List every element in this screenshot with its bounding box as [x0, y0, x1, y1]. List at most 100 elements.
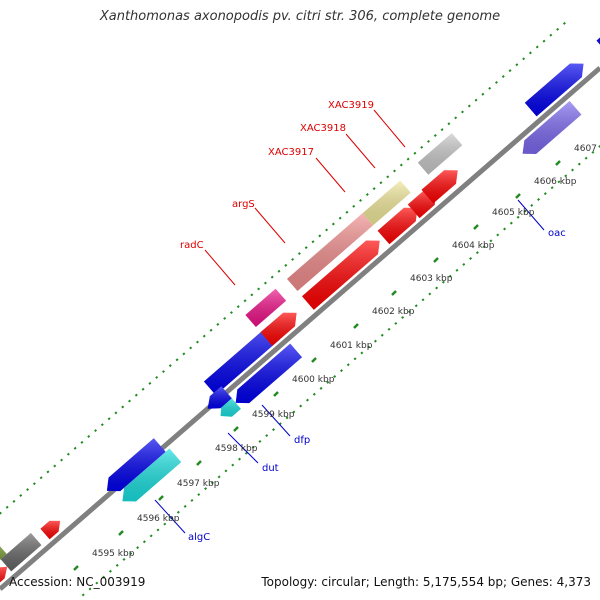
leader-line [227, 432, 259, 464]
gene-label[interactable]: XAC3918 [300, 123, 346, 134]
feature-blue-dfp[interactable] [235, 343, 302, 404]
feature-red-argS-lower[interactable] [302, 240, 380, 310]
tick-dot [304, 246, 308, 250]
tick-dot [224, 469, 228, 473]
feature-red-small[interactable] [40, 520, 61, 540]
tick-dot [209, 328, 213, 332]
tick-dot [333, 375, 337, 379]
leader-line [254, 207, 286, 244]
feature-cyan-algC[interactable] [122, 448, 182, 502]
tick-dot [148, 381, 152, 385]
feature-pink-argS[interactable] [287, 213, 373, 291]
feature-blue-upper[interactable] [203, 325, 282, 396]
tick-dot [474, 98, 478, 102]
tick-dot [32, 482, 36, 486]
tick-dot [537, 198, 541, 201]
map-title: Xanthomonas axonopodis pv. citri str. 30… [99, 9, 501, 24]
feature-magenta-radC[interactable] [245, 288, 287, 327]
tick-dot [136, 546, 140, 550]
backbone-line [0, 66, 600, 591]
tick-dot [542, 39, 546, 43]
tick-dot [345, 210, 349, 214]
gene-label[interactable]: argS [232, 199, 255, 210]
tick-dot [272, 428, 275, 432]
tick-dot [73, 446, 77, 450]
tick-dot [501, 75, 505, 78]
feature-red-far-left[interactable] [0, 566, 8, 588]
tick-dot [46, 470, 50, 474]
tick-dot [100, 423, 104, 427]
gene-label[interactable]: XAC3919 [328, 100, 374, 111]
tick-label: 4603 kbp [410, 274, 453, 284]
tick-dot [12, 499, 16, 503]
feature-olive-left[interactable] [0, 542, 7, 573]
tick-dot [543, 192, 547, 196]
gene-label[interactable]: algC [188, 532, 210, 543]
tick-label: 4606 kbp [534, 177, 577, 187]
tick-dot [394, 321, 398, 325]
leader-line [154, 499, 186, 534]
feature-red-radC-lower[interactable] [260, 312, 297, 346]
gene-label[interactable]: radC [180, 240, 204, 251]
gene-label[interactable]: dut [262, 463, 279, 474]
tick-dot [94, 429, 98, 433]
tick-dot [129, 552, 133, 556]
gene-label[interactable]: dfp [294, 435, 310, 446]
major-tick [311, 357, 317, 363]
tick-dot [338, 216, 342, 220]
tick-dot [522, 57, 526, 61]
major-tick [273, 391, 279, 397]
tick-dot [26, 488, 30, 492]
feature-red-3919[interactable] [421, 170, 458, 204]
tick-dot [469, 257, 473, 260]
feature-blue-oac[interactable] [524, 63, 584, 117]
gene-label[interactable]: oac [548, 228, 566, 239]
tick-dot [95, 581, 99, 585]
tick-dot [584, 156, 588, 160]
feature-yellow-3917[interactable] [362, 180, 411, 226]
tick-dot [326, 380, 330, 384]
feature-blue-right[interactable] [596, 1, 600, 54]
tick-dot [270, 275, 274, 279]
tick-dot [420, 145, 424, 149]
tick-dot [202, 334, 206, 338]
tick-dot [278, 422, 282, 426]
tick-dot [577, 162, 581, 166]
tick-dot [258, 439, 262, 443]
feature-blue-small[interactable] [207, 386, 232, 409]
tick-dot [475, 251, 479, 255]
tick-dot [285, 416, 289, 420]
major-tick [118, 530, 124, 536]
leader-line [345, 133, 376, 169]
tick-dot [291, 257, 295, 261]
tick-dot [102, 575, 106, 579]
feature-grey-left[interactable] [0, 533, 42, 572]
tick-dot [339, 369, 343, 373]
leader-line [261, 404, 291, 437]
feature-slate-oac[interactable] [522, 101, 582, 154]
tick-dot [367, 345, 371, 349]
tick-dot [530, 203, 534, 207]
tick-dot [311, 240, 315, 244]
tick-dot [346, 363, 350, 367]
tick-dot [428, 292, 432, 296]
major-tick [433, 257, 439, 263]
tick-dot [496, 233, 500, 237]
feature-red-3917[interactable] [377, 207, 418, 245]
tick-dot [197, 493, 201, 497]
feature-grey-3919[interactable] [417, 133, 463, 175]
tick-dot [359, 198, 363, 202]
feature-blue-algC-upper[interactable] [106, 438, 166, 492]
tick-dot [414, 304, 418, 308]
gene-label[interactable]: XAC3917 [268, 147, 314, 158]
tick-dot [482, 245, 486, 249]
tick-dot [441, 280, 445, 284]
tick-dot [251, 445, 255, 449]
tick-dot [238, 457, 242, 461]
tick-dot [352, 204, 356, 208]
tick-label: 4595 kbp [92, 549, 135, 559]
tick-dot [292, 410, 296, 414]
tick-dot [516, 215, 520, 219]
